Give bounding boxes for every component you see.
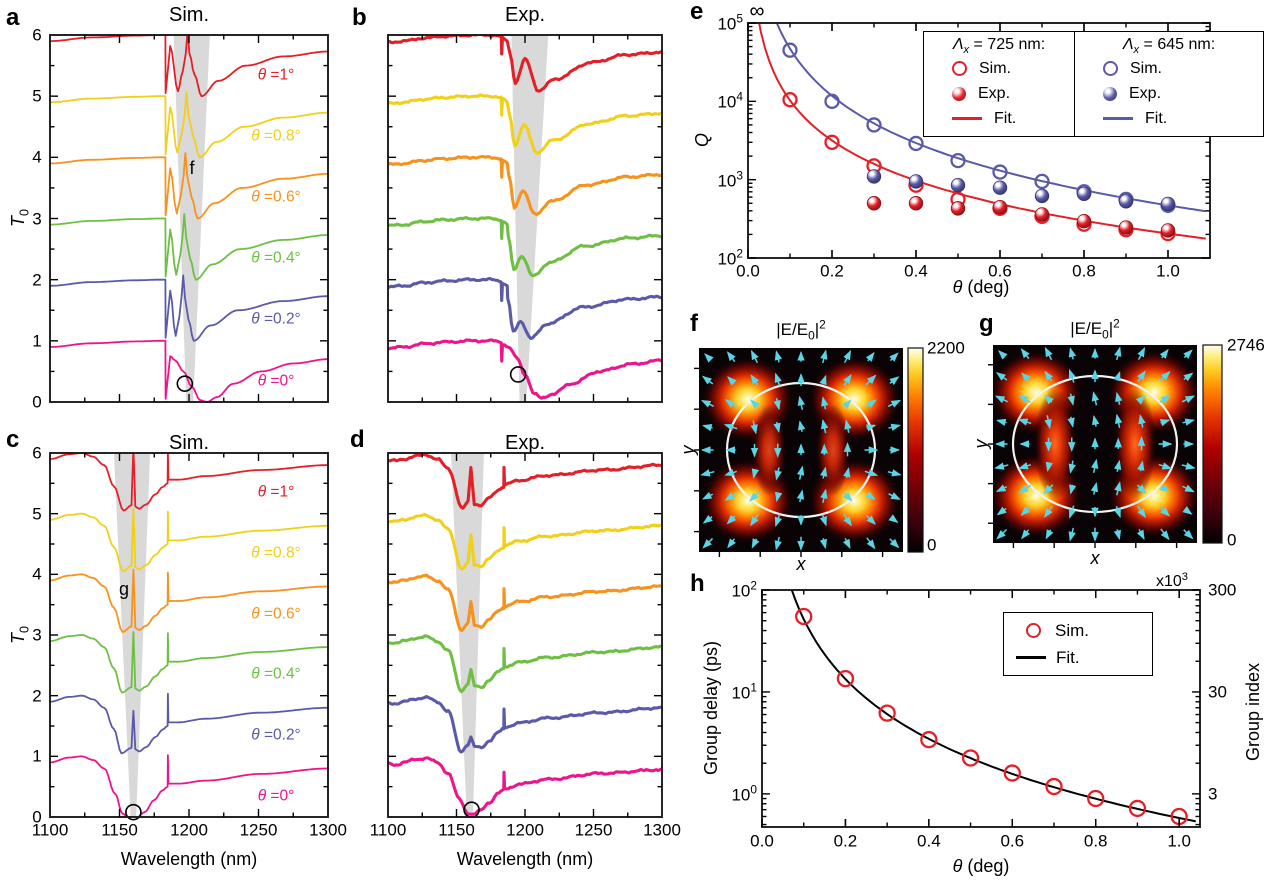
filled-ball-marker-icon xyxy=(1103,86,1117,101)
legend-row-exp-645: Exp. xyxy=(1075,81,1263,106)
legend-row-sim-645: Sim. xyxy=(1075,56,1263,81)
legend-row-sim-725: Sim. xyxy=(924,56,1074,81)
legend-row-fit-645: Fit. xyxy=(1075,106,1263,131)
legend-fit-label: Fit. xyxy=(1145,109,1168,127)
open-circle-marker-icon xyxy=(1103,61,1118,77)
legend-row-sim-h: Sim. xyxy=(1004,618,1152,643)
legend-row-fit-h: Fit. xyxy=(1004,645,1152,670)
legend-sim-label: Sim. xyxy=(1130,59,1162,77)
legend-header-645nm: Λx = 645 nm: xyxy=(1122,36,1216,57)
legend-exp-label: Exp. xyxy=(978,84,1011,102)
legend-col-725nm: Λx = 725 nm: Sim. Exp. Fit. xyxy=(924,32,1074,136)
legend-header-725nm: Λx = 725 nm: xyxy=(952,36,1046,57)
legend-row-exp-725: Exp. xyxy=(924,81,1074,106)
fit-line-marker-icon xyxy=(952,117,982,121)
legend-exp-label: Exp. xyxy=(1129,84,1162,102)
legend-col-645nm: Λx = 645 nm: Sim. Exp. Fit. xyxy=(1074,32,1263,136)
legend-fit-label: Fit. xyxy=(1056,647,1080,667)
legend-sim-label: Sim. xyxy=(979,59,1011,77)
fit-line-marker-icon xyxy=(1016,656,1046,659)
legend-sim-label: Sim. xyxy=(1055,620,1089,640)
filled-ball-marker-icon xyxy=(952,86,966,101)
legend-row-fit-725: Fit. xyxy=(924,106,1074,131)
panel-h-legend: Sim. Fit. xyxy=(1003,612,1153,676)
fit-line-marker-icon xyxy=(1103,117,1133,121)
panel-e-legend: Λx = 725 nm: Sim. Exp. Fit. Λx = 645 nm:… xyxy=(923,31,1264,137)
legend-fit-label: Fit. xyxy=(994,109,1017,127)
open-circle-marker-icon xyxy=(952,61,967,77)
open-circle-marker-icon xyxy=(1026,623,1041,638)
